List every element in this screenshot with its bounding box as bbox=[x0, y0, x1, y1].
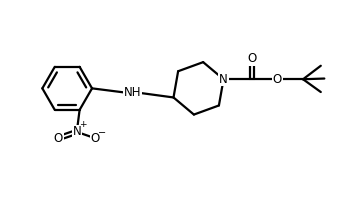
Text: −: − bbox=[98, 128, 106, 138]
Text: N: N bbox=[219, 73, 228, 86]
Text: +: + bbox=[79, 120, 87, 129]
Text: NH: NH bbox=[124, 86, 141, 99]
Text: O: O bbox=[91, 132, 100, 145]
Text: O: O bbox=[54, 132, 63, 145]
Text: O: O bbox=[273, 73, 282, 86]
Text: O: O bbox=[247, 52, 257, 65]
Text: N: N bbox=[72, 125, 81, 138]
